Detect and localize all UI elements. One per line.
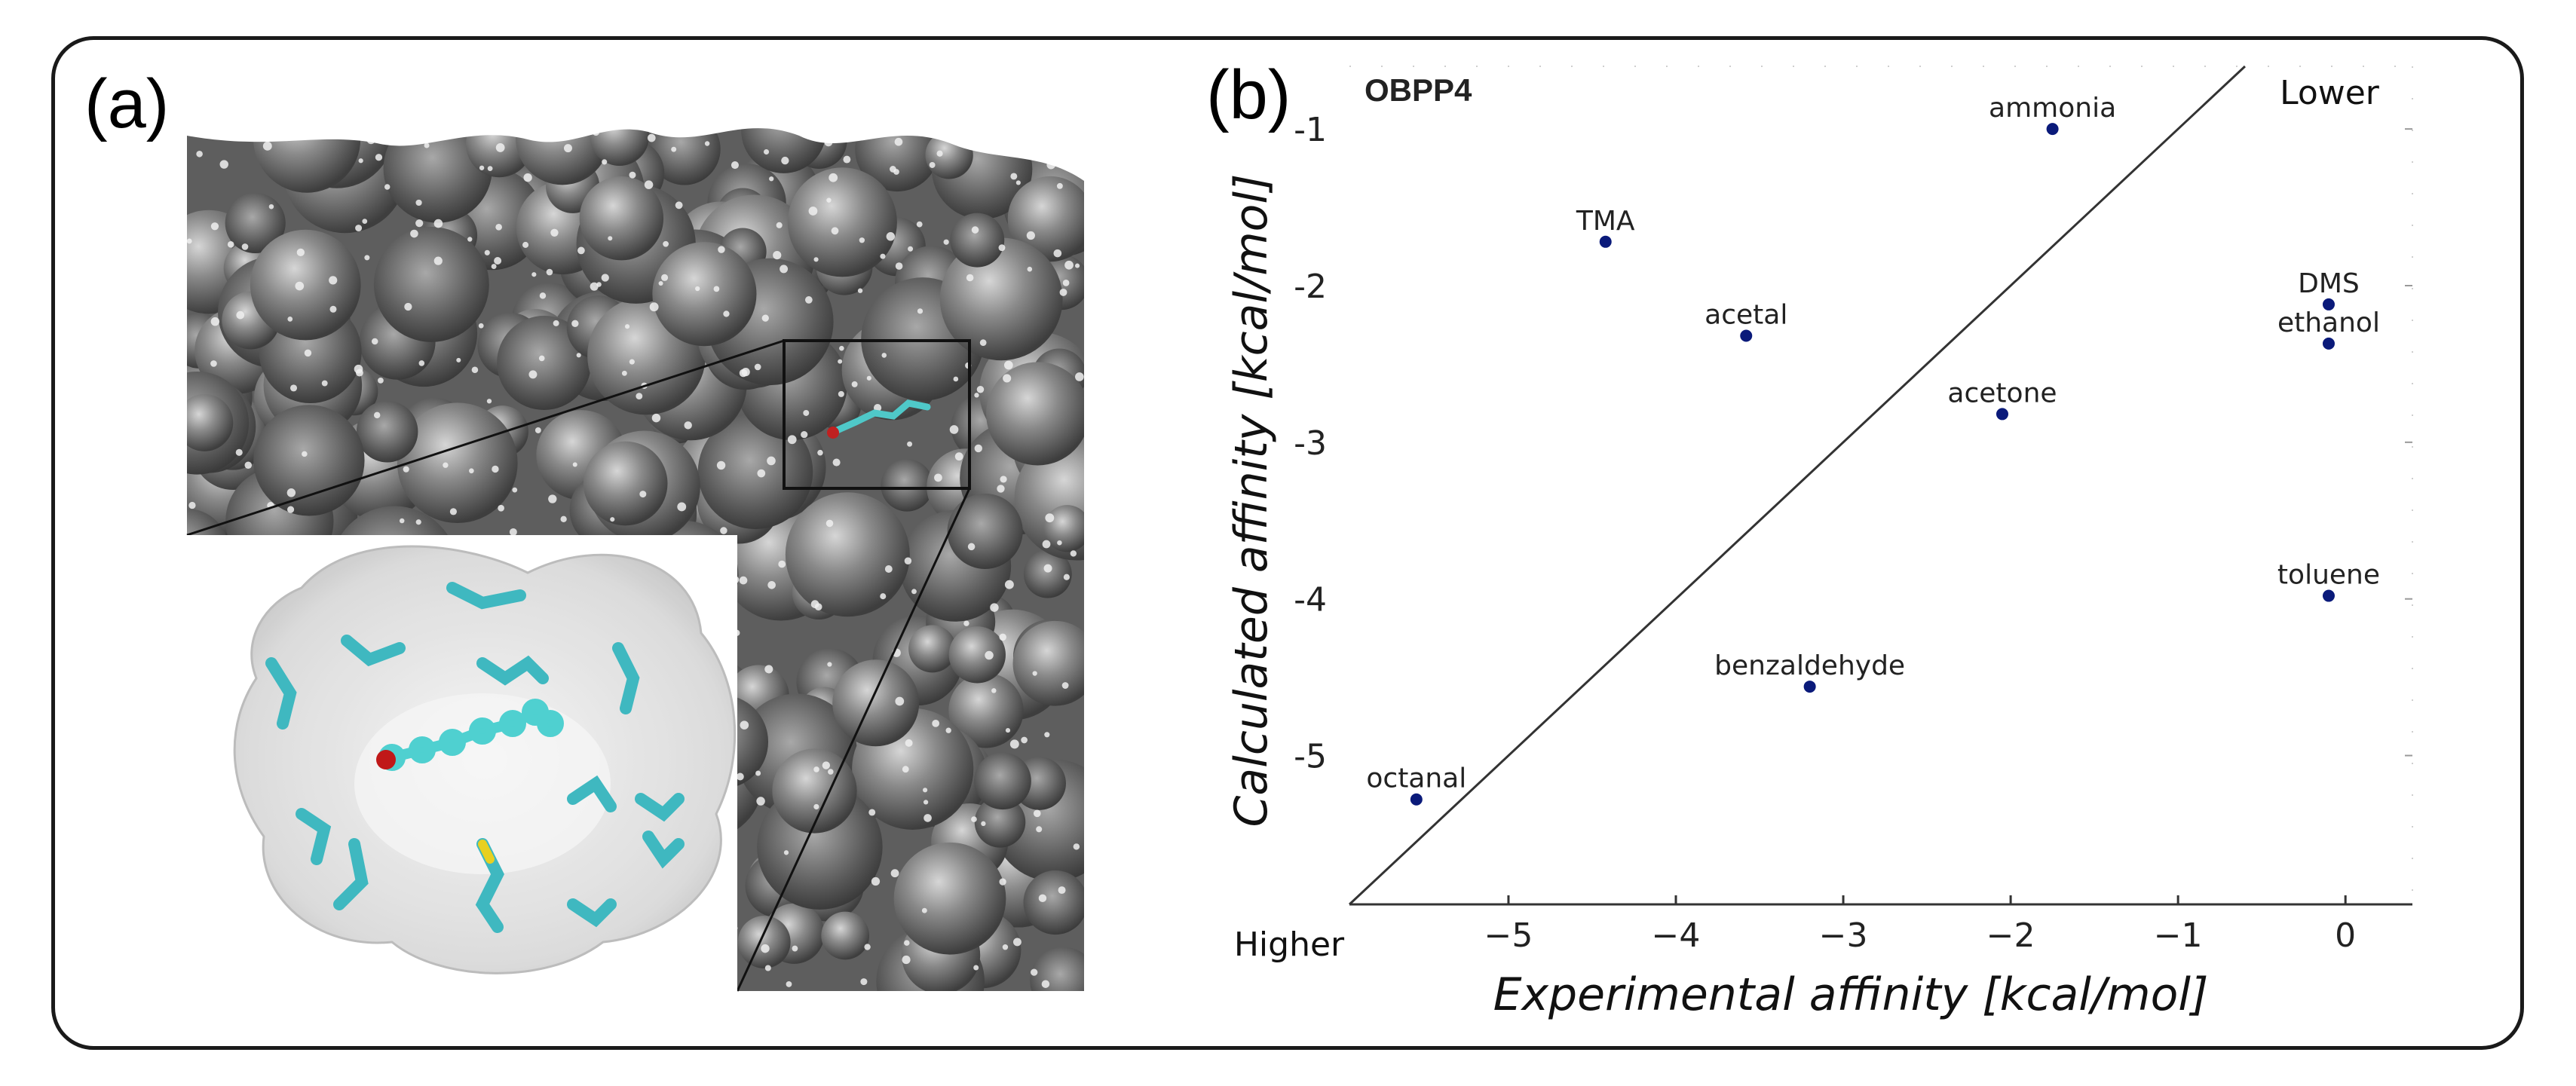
data-point-acetal xyxy=(1740,329,1753,342)
point-label-acetone: acetone xyxy=(1947,378,2057,408)
data-point-dms xyxy=(2322,298,2335,311)
y-tick-label: -2 xyxy=(1294,268,1327,306)
y-tick-label: -4 xyxy=(1294,581,1327,619)
point-label-octanal: octanal xyxy=(1366,763,1466,794)
y-tick-label: -5 xyxy=(1294,738,1327,776)
x-tick-label: −5 xyxy=(1484,916,1533,955)
points: ammonia TMA acetal DMS ethanol acetone toluene… xyxy=(1366,93,2380,806)
point-label-tma: TMA xyxy=(1576,206,1635,237)
x-tick-label: −2 xyxy=(1986,916,2035,955)
axes xyxy=(1349,66,2413,906)
data-point-ethanol xyxy=(2322,337,2335,350)
x-tick-label: 0 xyxy=(2335,916,2356,955)
data-point-acetone xyxy=(1996,408,2008,421)
diagonal-line xyxy=(1348,65,2246,906)
plot-area xyxy=(1349,66,2412,904)
ligand-small-icon xyxy=(827,399,931,439)
data-point-toluene xyxy=(2322,589,2335,602)
zoom-line-top xyxy=(186,339,785,537)
x-axis-title: Experimental affinity [kcal/mol] xyxy=(1493,968,2209,1021)
corner-label-higher: Higher xyxy=(1234,925,1345,964)
y-tick-label: -1 xyxy=(1294,111,1327,149)
panel-a-label: (a) xyxy=(84,66,170,142)
point-label-ammonia: ammonia xyxy=(1989,93,2116,124)
x-tick-label: −3 xyxy=(1819,916,1868,955)
point-label-benzaldehyde: benzaldehyde xyxy=(1714,650,1905,681)
corner-label-lower: Lower xyxy=(2280,74,2380,112)
y-axis-title: Calculated affinity [kcal/mol] xyxy=(1225,174,1278,828)
panel-b-label: (b) xyxy=(1206,57,1291,133)
data-point-octanal xyxy=(1410,793,1423,806)
zoom-box xyxy=(783,339,971,490)
point-label-acetal: acetal xyxy=(1705,300,1787,331)
chart-title: OBPP4 xyxy=(1365,72,1472,108)
x-tick-label: −4 xyxy=(1652,916,1701,955)
y-tick-label: -3 xyxy=(1294,424,1327,463)
x-tick-label: −1 xyxy=(2154,916,2203,955)
point-label-ethanol: ethanol xyxy=(2277,307,2380,338)
data-point-ammonia xyxy=(2046,123,2059,136)
ticks: −5 −4 −3 −2 −1 0 -1 -2 -3 -4 -5 xyxy=(1294,111,2412,955)
point-label-toluene: toluene xyxy=(2277,560,2380,591)
zoom-line-bottom xyxy=(736,488,971,992)
data-point-tma xyxy=(1599,235,1612,248)
point-label-dms: DMS xyxy=(2298,268,2360,299)
surface-edge-mask xyxy=(187,121,1084,181)
binding-pocket-inset xyxy=(233,545,737,974)
data-point-benzaldehyde xyxy=(1803,681,1816,693)
